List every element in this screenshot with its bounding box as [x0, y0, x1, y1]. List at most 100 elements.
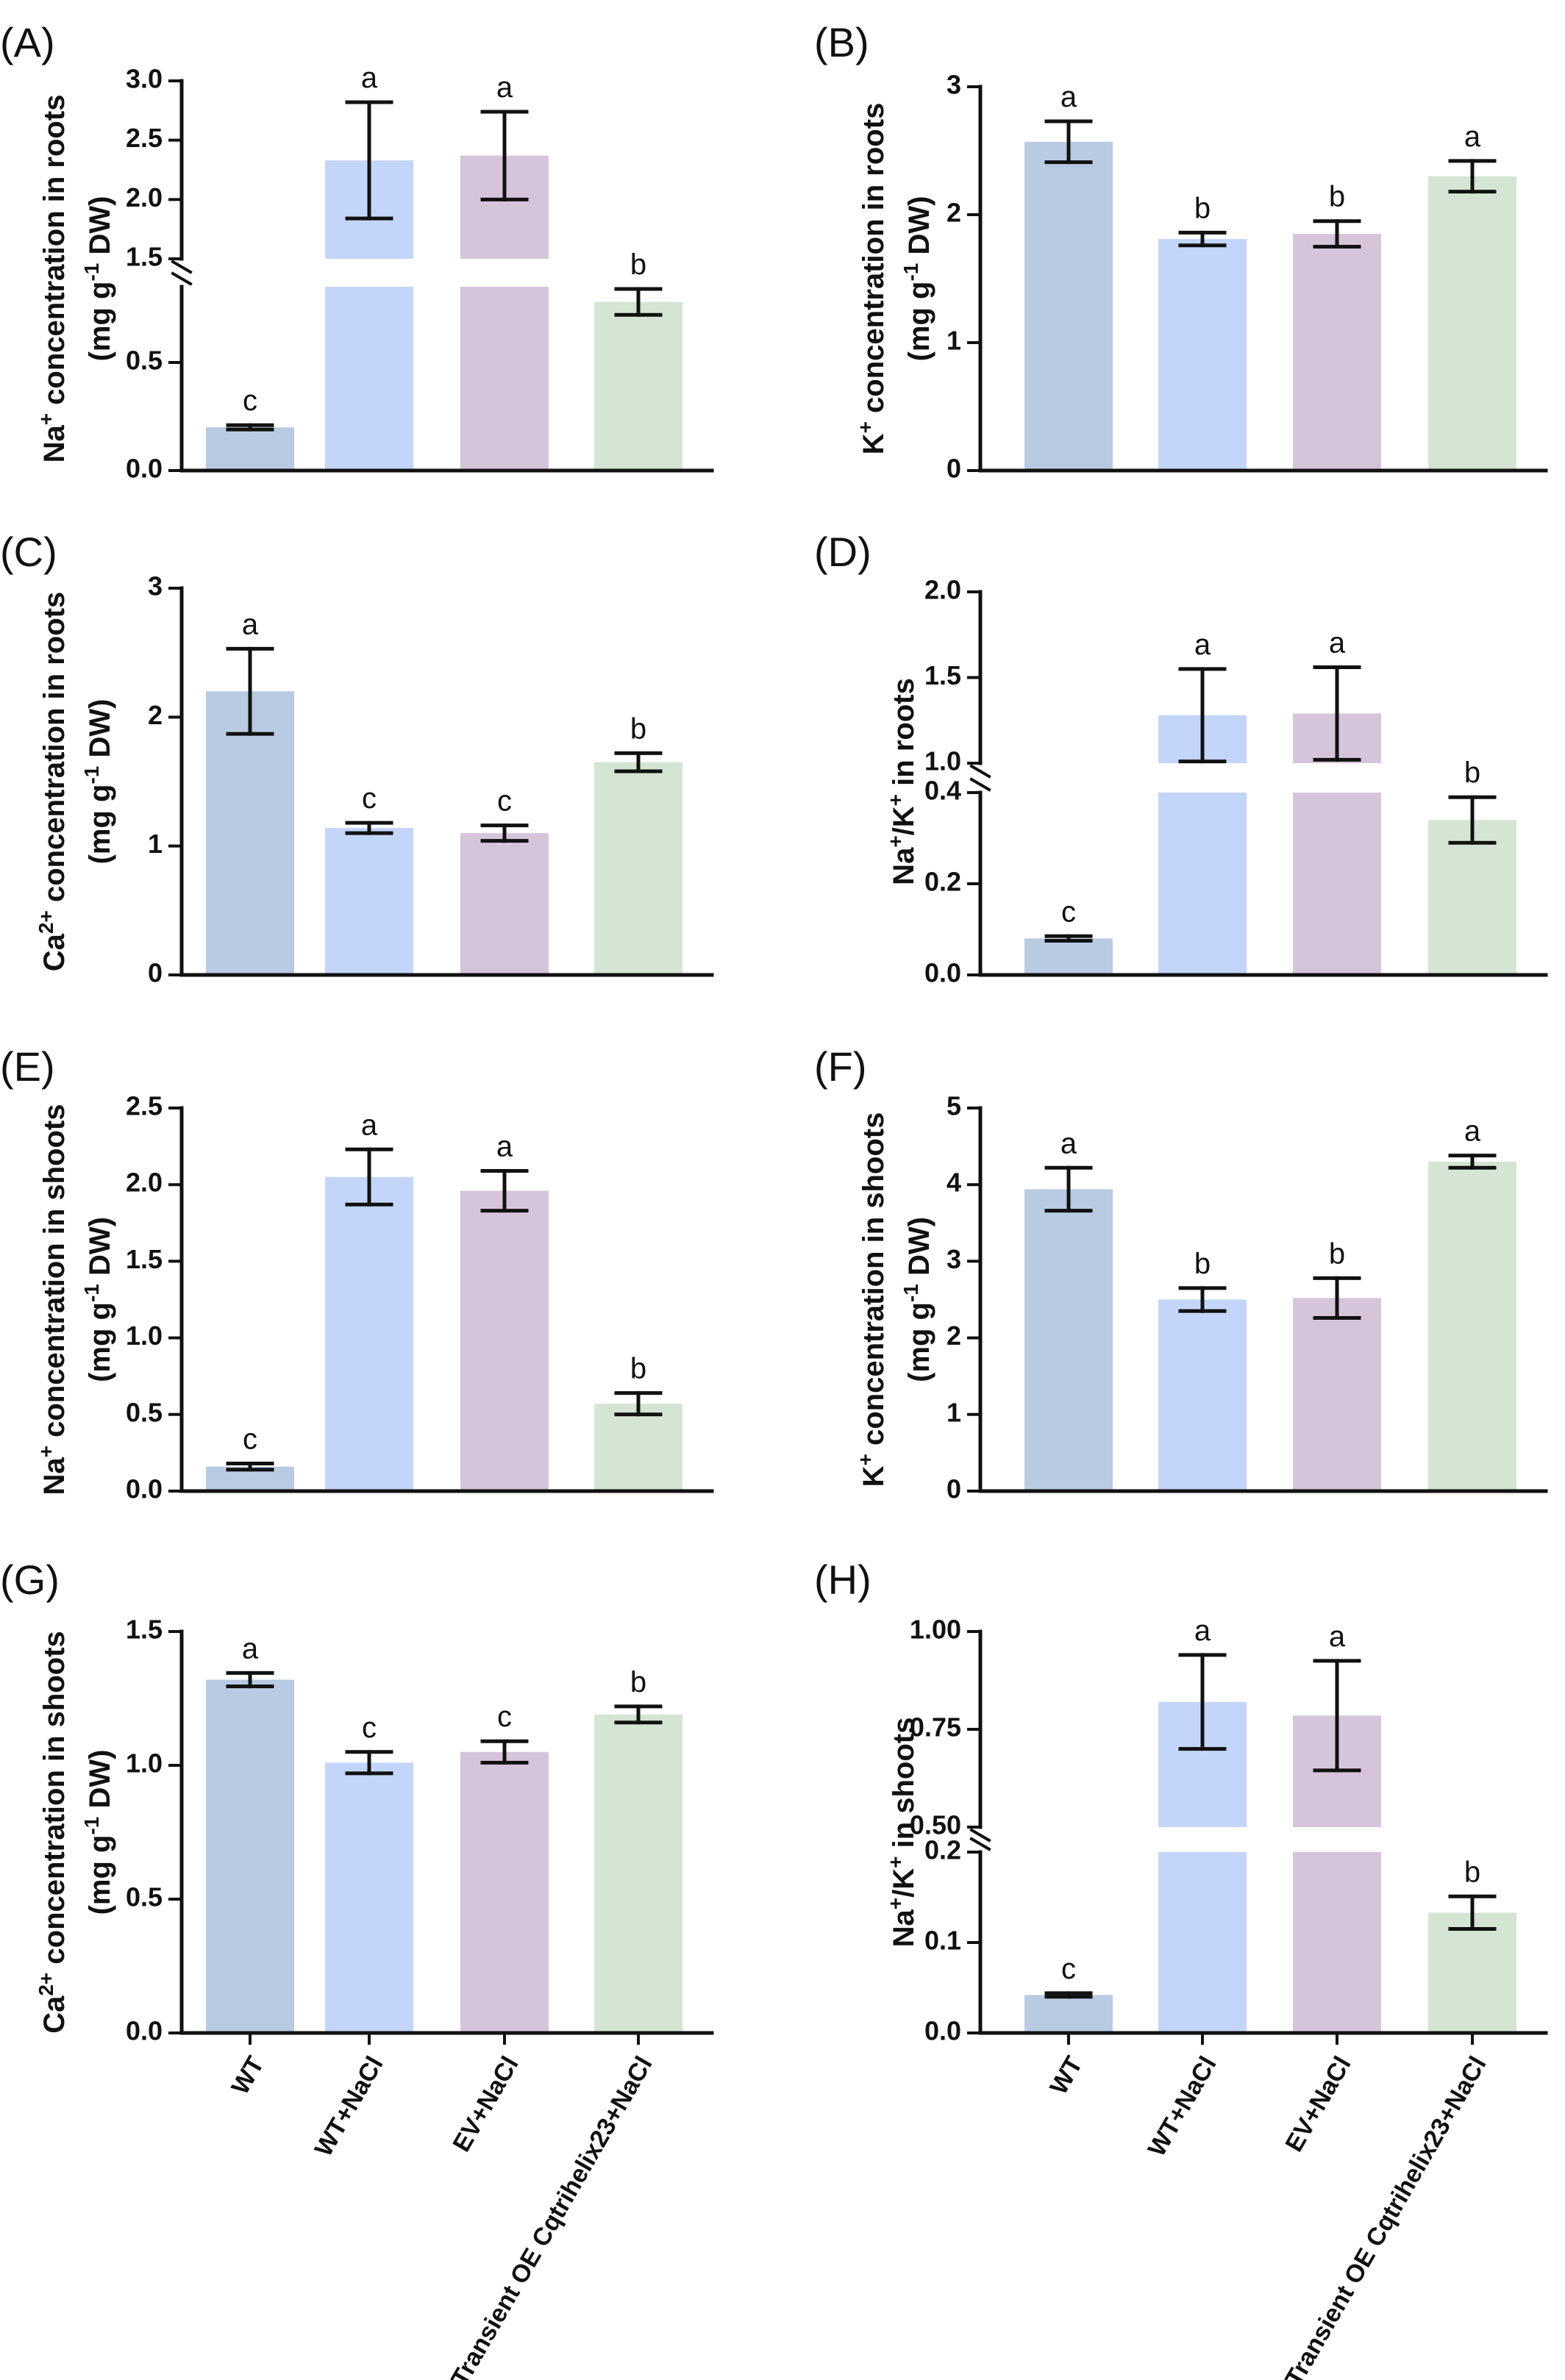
y-tick-label: 2.5: [126, 1091, 163, 1121]
significance-letter: c: [362, 782, 377, 815]
y-axis-label: Ca2+ concentration in shoots: [35, 1631, 71, 2034]
significance-letter: c: [497, 785, 512, 818]
y-tick-label: 2.0: [126, 182, 163, 212]
panel-label: (H): [814, 1557, 871, 1603]
y-axis-label: Na+/K+ in shoots: [884, 1718, 921, 1948]
y-tick-label: 3: [947, 1244, 961, 1274]
significance-letter: b: [1194, 192, 1211, 224]
significance-letter: b: [1464, 1856, 1480, 1888]
y-axis-label: K+ concentration in shoots: [854, 1112, 891, 1487]
bar: [206, 1679, 294, 2033]
bar: [1158, 793, 1247, 975]
significance-letter: c: [497, 1701, 512, 1733]
y-tick-label: 0.4: [924, 776, 961, 806]
bar: [1428, 820, 1516, 975]
y-tick-label: 1.0: [126, 1748, 163, 1779]
bar: [1158, 1852, 1247, 2033]
bar: [594, 301, 682, 471]
x-tick-label: WT: [1044, 2051, 1088, 2099]
significance-letter: b: [1194, 1248, 1211, 1280]
bar: [594, 1714, 682, 2033]
panel-c: (C) Ca2+ concentration in roots (mg g-1 DW…: [0, 529, 714, 988]
y-tick-label: 2: [947, 1321, 961, 1351]
y-tick-label: 1.00: [910, 1615, 961, 1645]
bar: [594, 762, 682, 975]
y-axis-label: (mg g-1 DW): [80, 1217, 117, 1382]
significance-letter: c: [1061, 896, 1076, 928]
y-tick-label: 1.5: [126, 1615, 163, 1645]
y-tick-label: 4: [947, 1168, 961, 1198]
significance-letter: a: [361, 62, 378, 94]
significance-letter: a: [1329, 627, 1346, 660]
significance-letter: a: [496, 1130, 513, 1162]
axis-break-mark: [969, 764, 991, 779]
y-tick-label: 0.5: [126, 1882, 163, 1912]
significance-letter: a: [242, 608, 259, 640]
y-axis-label: Na+/K+ in roots: [884, 678, 921, 885]
bar: [1158, 1299, 1247, 1491]
bar: [460, 1751, 549, 2033]
y-tick-label: 0: [947, 1474, 961, 1504]
axis-break-mark: [969, 1837, 991, 1851]
y-tick-label: 0.0: [924, 958, 961, 988]
bar: [1024, 1995, 1113, 2033]
bar: [1158, 239, 1247, 471]
y-tick-label: 3: [148, 571, 163, 601]
bar: [325, 828, 413, 975]
y-axis-label: Na+ concentration in roots: [35, 95, 71, 463]
significance-letter: b: [1464, 757, 1480, 789]
axis-break-mark: [171, 271, 193, 286]
panel-label: (A): [0, 19, 55, 65]
x-tick-label: WT: [226, 2051, 269, 2099]
bar: [206, 691, 294, 975]
significance-letter: a: [1194, 629, 1211, 661]
y-axis-label: Ca2+ concentration in roots: [35, 592, 71, 971]
significance-letter: a: [1060, 1127, 1077, 1159]
y-tick-label: 2.5: [126, 123, 163, 153]
significance-letter: a: [1464, 1115, 1481, 1148]
y-tick-label: 3.0: [126, 64, 163, 94]
y-axis-label: (mg g-1 DW): [80, 196, 117, 362]
y-tick-label: 1.0: [924, 746, 961, 776]
significance-letter: c: [243, 385, 257, 417]
y-axis-label: (mg g-1 DW): [80, 699, 117, 865]
bar: [1293, 1298, 1381, 1491]
y-axis-label: (mg g-1 DW): [899, 1217, 936, 1382]
x-tick-label: WT+NaCl: [1143, 2051, 1222, 2161]
axis-break-mark: [171, 260, 193, 274]
bar: [1024, 141, 1113, 471]
bar: [1428, 1161, 1516, 1491]
y-tick-label: 0: [148, 958, 163, 988]
panel-label: (F): [814, 1043, 867, 1090]
panel-label: (G): [0, 1557, 60, 1603]
x-tick-label: EV+NaCl: [447, 2051, 524, 2156]
y-tick-label: 3: [947, 70, 961, 100]
significance-letter: c: [243, 1423, 257, 1455]
panel-label: (B): [814, 19, 869, 65]
y-tick-label: 0.50: [910, 1810, 961, 1840]
significance-letter: b: [1329, 1237, 1345, 1270]
significance-letter: a: [242, 1632, 259, 1665]
bar: [460, 287, 549, 471]
significance-letter: b: [630, 249, 646, 281]
significance-letter: b: [630, 1666, 646, 1698]
significance-letter: a: [1194, 1615, 1211, 1647]
bar: [325, 1176, 413, 1491]
y-tick-label: 2: [947, 198, 961, 228]
y-tick-label: 1: [947, 1397, 961, 1427]
panel-label: (C): [0, 529, 57, 575]
y-tick-label: 1.5: [126, 242, 163, 272]
significance-letter: a: [1464, 121, 1481, 153]
y-tick-label: 0.5: [126, 1397, 163, 1427]
panel-label: (D): [814, 529, 871, 575]
bar: [460, 1190, 549, 1491]
bar: [206, 427, 294, 471]
y-tick-label: 0.2: [924, 1835, 961, 1865]
y-tick-label: 0.1: [924, 1926, 961, 1956]
axis-break-mark: [969, 777, 991, 792]
y-tick-label: 0.0: [126, 1474, 163, 1504]
y-tick-label: 0.0: [126, 454, 163, 484]
bar: [1428, 176, 1516, 471]
y-tick-label: 2: [148, 700, 163, 730]
y-tick-label: 0.0: [126, 2016, 163, 2046]
